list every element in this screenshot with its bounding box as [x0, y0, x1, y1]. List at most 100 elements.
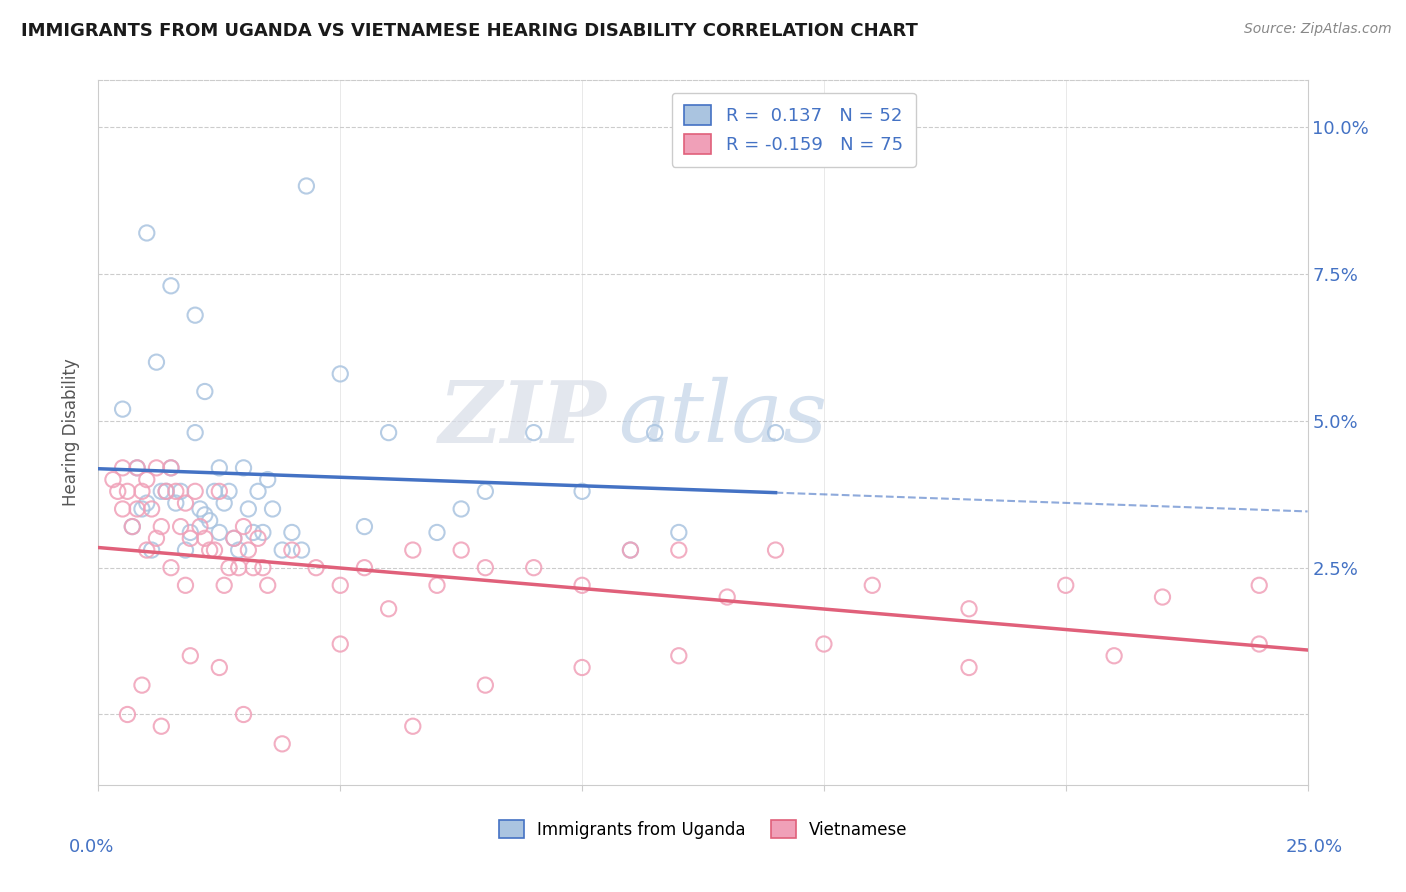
Point [1249, 578, 1271, 592]
Point [184, 484, 207, 499]
Point [228, 560, 250, 574]
Point [184, 425, 207, 440]
Point [179, 648, 201, 663]
Point [765, 425, 787, 440]
Point [402, 719, 425, 733]
Point [290, 543, 312, 558]
Point [174, 578, 197, 592]
Point [644, 425, 666, 440]
Point [262, 502, 284, 516]
Point [145, 355, 167, 369]
Point [765, 543, 787, 558]
Point [188, 502, 211, 516]
Point [174, 496, 197, 510]
Point [668, 648, 690, 663]
Point [242, 560, 264, 574]
Point [329, 367, 352, 381]
Text: atlas: atlas [619, 377, 828, 460]
Point [145, 532, 167, 546]
Point [194, 508, 217, 522]
Y-axis label: Hearing Disability: Hearing Disability [62, 359, 80, 507]
Point [208, 525, 231, 540]
Point [377, 425, 399, 440]
Point [141, 502, 163, 516]
Point [169, 484, 191, 499]
Point [222, 532, 245, 546]
Point [160, 460, 183, 475]
Point [353, 519, 375, 533]
Point [155, 484, 177, 499]
Point [252, 525, 274, 540]
Point [860, 578, 883, 592]
Point [523, 560, 546, 574]
Point [668, 543, 690, 558]
Text: IMMIGRANTS FROM UGANDA VS VIETNAMESE HEARING DISABILITY CORRELATION CHART: IMMIGRANTS FROM UGANDA VS VIETNAMESE HEA… [21, 22, 918, 40]
Point [208, 484, 231, 499]
Point [295, 178, 318, 194]
Point [247, 484, 270, 499]
Point [131, 502, 153, 516]
Point [150, 719, 173, 733]
Point [474, 678, 496, 692]
Point [111, 502, 134, 516]
Point [101, 473, 124, 487]
Point [252, 560, 274, 574]
Point [571, 484, 593, 499]
Point [271, 737, 294, 751]
Point [218, 484, 240, 499]
Point [571, 660, 593, 674]
Point [813, 637, 835, 651]
Point [716, 590, 738, 604]
Point [160, 278, 183, 293]
Point [179, 525, 201, 540]
Point [232, 460, 254, 475]
Point [121, 519, 143, 533]
Point [377, 602, 399, 616]
Point [135, 496, 157, 510]
Point [271, 543, 294, 558]
Point [117, 707, 139, 722]
Text: Source: ZipAtlas.com: Source: ZipAtlas.com [1244, 22, 1392, 37]
Point [353, 560, 375, 574]
Text: ZIP: ZIP [439, 376, 606, 460]
Point [160, 560, 183, 574]
Point [238, 502, 260, 516]
Point [155, 484, 177, 499]
Point [1054, 578, 1077, 592]
Point [281, 525, 304, 540]
Point [150, 484, 173, 499]
Point [111, 460, 134, 475]
Point [127, 460, 149, 475]
Point [117, 484, 139, 499]
Point [232, 519, 254, 533]
Point [329, 578, 352, 592]
Point [165, 496, 187, 510]
Point [198, 543, 221, 558]
Point [222, 532, 245, 546]
Point [208, 460, 231, 475]
Point [107, 484, 129, 499]
Point [135, 543, 157, 558]
Point [228, 543, 250, 558]
Point [232, 707, 254, 722]
Point [212, 578, 235, 592]
Legend: Immigrants from Uganda, Vietnamese: Immigrants from Uganda, Vietnamese [491, 812, 915, 847]
Point [1152, 590, 1174, 604]
Point [204, 484, 226, 499]
Point [194, 384, 217, 399]
Point [957, 602, 980, 616]
Point [1249, 637, 1271, 651]
Point [111, 402, 134, 417]
Point [474, 560, 496, 574]
Point [165, 484, 187, 499]
Point [188, 519, 211, 533]
Point [523, 425, 546, 440]
Point [131, 678, 153, 692]
Point [135, 473, 157, 487]
Point [668, 525, 690, 540]
Point [145, 460, 167, 475]
Text: 0.0%: 0.0% [69, 838, 114, 856]
Point [426, 525, 449, 540]
Point [242, 525, 264, 540]
Point [218, 560, 240, 574]
